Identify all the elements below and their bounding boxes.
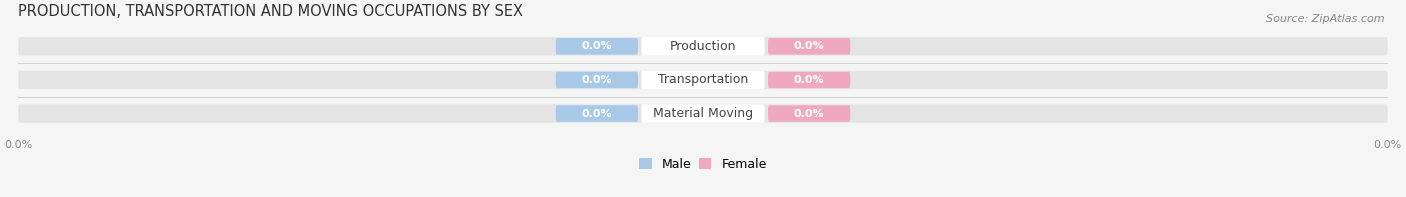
FancyBboxPatch shape	[768, 72, 851, 88]
Text: 0.0%: 0.0%	[582, 75, 612, 85]
FancyBboxPatch shape	[555, 38, 638, 55]
Text: PRODUCTION, TRANSPORTATION AND MOVING OCCUPATIONS BY SEX: PRODUCTION, TRANSPORTATION AND MOVING OC…	[18, 4, 523, 19]
Text: Transportation: Transportation	[658, 73, 748, 86]
Text: 0.0%: 0.0%	[794, 109, 824, 119]
Text: 0.0%: 0.0%	[582, 41, 612, 51]
FancyBboxPatch shape	[18, 37, 1388, 56]
FancyBboxPatch shape	[768, 38, 851, 55]
FancyBboxPatch shape	[768, 105, 851, 122]
Text: 0.0%: 0.0%	[582, 109, 612, 119]
FancyBboxPatch shape	[18, 104, 1388, 123]
FancyBboxPatch shape	[555, 72, 638, 88]
FancyBboxPatch shape	[555, 105, 638, 122]
Text: 0.0%: 0.0%	[794, 41, 824, 51]
Text: 0.0%: 0.0%	[794, 75, 824, 85]
Legend: Male, Female: Male, Female	[634, 153, 772, 176]
FancyBboxPatch shape	[18, 71, 1388, 89]
FancyBboxPatch shape	[641, 71, 765, 89]
FancyBboxPatch shape	[641, 37, 765, 56]
FancyBboxPatch shape	[641, 104, 765, 123]
Text: Source: ZipAtlas.com: Source: ZipAtlas.com	[1267, 14, 1385, 24]
Text: Material Moving: Material Moving	[652, 107, 754, 120]
Text: Production: Production	[669, 40, 737, 53]
